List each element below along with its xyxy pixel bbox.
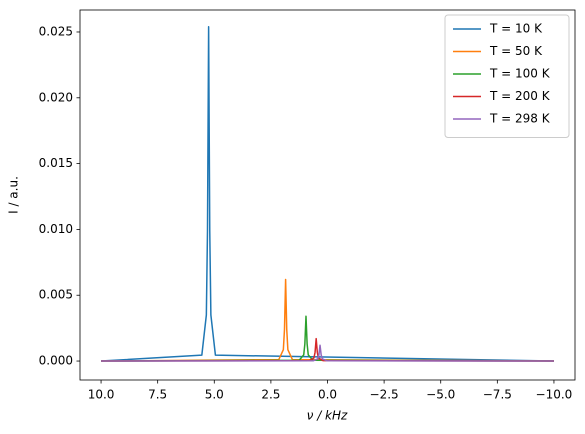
x-tick-label: −10.0 xyxy=(536,388,573,402)
y-tick-label: 0.020 xyxy=(39,90,73,104)
y-tick-label: 0.015 xyxy=(39,156,73,170)
series-line xyxy=(101,278,554,362)
x-axis-label: ν / kHz xyxy=(307,409,348,423)
series-line xyxy=(101,25,554,362)
series-line xyxy=(101,344,554,362)
x-tick-label: −2.5 xyxy=(370,388,399,402)
x-tick-label: 2.5 xyxy=(261,388,280,402)
series-line xyxy=(101,337,554,362)
legend-label: T = 200 K xyxy=(489,89,551,103)
legend-label: T = 10 K xyxy=(489,22,543,36)
x-tick-label: 10.0 xyxy=(88,388,115,402)
legend-label: T = 50 K xyxy=(489,44,543,58)
x-tick-label: −7.5 xyxy=(483,388,512,402)
series-line xyxy=(101,315,554,362)
x-tick-label: 5.0 xyxy=(205,388,224,402)
legend-box xyxy=(444,14,570,138)
x-tick-label: −5.0 xyxy=(426,388,455,402)
legend-label: T = 298 K xyxy=(489,112,551,126)
y-tick-label: 0.005 xyxy=(39,288,73,302)
legend-label: T = 100 K xyxy=(489,67,551,81)
x-tick-label: 0.0 xyxy=(318,388,337,402)
plot-frame xyxy=(79,9,576,381)
y-tick-label: 0.010 xyxy=(39,222,73,236)
y-axis-label: I / a.u. xyxy=(7,176,21,214)
y-tick-label: 0.000 xyxy=(39,354,73,368)
x-tick-label: 7.5 xyxy=(148,388,167,402)
y-tick-label: 0.025 xyxy=(39,24,73,38)
